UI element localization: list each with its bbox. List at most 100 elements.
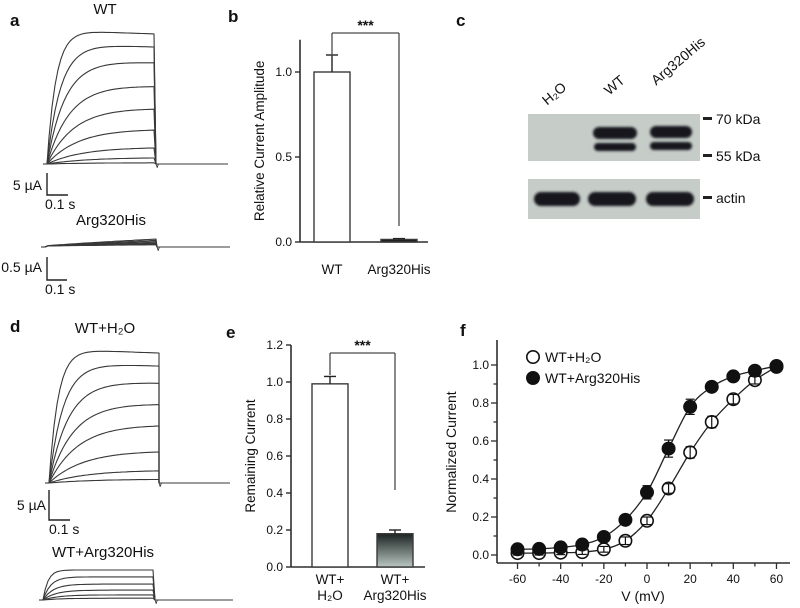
tick-label: -20 <box>595 572 613 586</box>
error-bar <box>599 545 609 553</box>
error-bar <box>577 541 587 549</box>
error-bar <box>664 483 674 494</box>
bar-0 <box>313 71 351 243</box>
error-bar <box>750 367 760 374</box>
panel-a-top-title: WT <box>93 1 117 18</box>
panel-a-scale1-amplitude: 5 µA <box>12 177 42 193</box>
error-bar <box>513 546 523 553</box>
panel-e-bar-chart: 0.0 0.2 0.4 0.6 0.8 1.0 1.2 Remaining Current **… <box>243 337 427 603</box>
panel-d-bottom-title: WT+Arg320His <box>51 544 155 561</box>
error-bar <box>685 398 695 415</box>
bar-1 <box>380 238 418 243</box>
blot-marker-70kda: 70 kDa <box>716 111 761 127</box>
panel-a-bottom-title: Arg320His <box>75 212 147 229</box>
panel-d-top-title: WT+H₂O <box>74 320 136 337</box>
tick-label: 60 <box>770 572 784 586</box>
error-bar <box>534 546 544 552</box>
current-trace <box>42 583 156 601</box>
panel-a-arg320his-traces <box>41 238 230 251</box>
panel-a-scalebar-2 <box>46 257 67 281</box>
error-bar <box>664 439 674 458</box>
panel-d-scale-amplitude: 5 µA <box>16 497 46 513</box>
legend-label: WT+H₂O <box>545 349 601 365</box>
protein-band <box>534 192 580 206</box>
protein-band <box>650 126 692 138</box>
panel-a-scale1-time: 0.1 s <box>45 196 76 212</box>
protein-band <box>646 192 694 206</box>
current-trace <box>46 86 157 165</box>
current-trace <box>46 129 157 165</box>
tick-label: -40 <box>552 572 570 586</box>
current-trace <box>48 364 160 484</box>
panel-e-letter: e <box>226 323 236 342</box>
tick-label: 0.5 <box>275 150 292 164</box>
tick-label: 0.8 <box>266 412 283 426</box>
error-bar <box>642 485 652 500</box>
current-trace <box>44 244 158 248</box>
current-trace <box>48 425 160 484</box>
current-trace <box>48 451 160 484</box>
panel-d-scale-time: 0.1 s <box>49 521 80 537</box>
marker-dash <box>703 196 712 199</box>
marker-dash <box>703 154 712 157</box>
error-bar <box>707 382 717 392</box>
category-label: H₂O <box>317 588 343 603</box>
error-bar <box>728 372 738 381</box>
significance-bracket <box>331 32 400 226</box>
current-trace <box>46 162 157 165</box>
error-bar <box>642 516 652 526</box>
data-point-filled <box>525 370 540 385</box>
error-bar <box>620 536 630 546</box>
tick-label: 0.0 <box>472 548 489 562</box>
current-trace <box>46 45 157 165</box>
panel-a-letter: a <box>10 11 20 30</box>
tick-label: 0 <box>644 572 651 586</box>
tick-label: 1.0 <box>266 375 283 389</box>
category-label: WT <box>322 262 343 277</box>
panel-a-wt-traces <box>43 31 228 168</box>
category-label: Arg320His <box>367 262 430 277</box>
tick-label: 0.2 <box>472 510 489 524</box>
current-trace <box>42 594 156 601</box>
tick-label: 0.0 <box>275 235 292 249</box>
blot-marker-55kda: 55 kDa <box>716 148 761 164</box>
error-bar <box>685 446 695 459</box>
panel-a-scale2-time: 0.1 s <box>45 281 76 297</box>
marker-dash <box>703 117 712 120</box>
bar-1 <box>376 533 414 568</box>
tick-label: 0.4 <box>472 472 489 486</box>
current-trace <box>46 147 157 165</box>
current-trace <box>42 597 156 601</box>
current-trace <box>48 382 160 484</box>
tick-label: 0.2 <box>266 523 283 537</box>
category-label: WT+ <box>381 572 410 587</box>
tick-label: 1.2 <box>266 338 283 352</box>
significance-bracket <box>329 352 396 490</box>
category-label: Arg320His <box>363 588 426 603</box>
current-trace <box>46 31 157 165</box>
tick-label: 0.4 <box>266 486 283 500</box>
error-bar <box>599 532 609 541</box>
data-point-open <box>525 349 540 364</box>
category-label: WT+ <box>316 572 345 587</box>
tick-label: 40 <box>727 572 741 586</box>
tick-label: 0.6 <box>266 449 283 463</box>
current-trace <box>48 350 160 484</box>
tick-label: 20 <box>683 572 697 586</box>
tick-label: 0.6 <box>472 434 489 448</box>
panel-d-wt-h2o-traces <box>45 350 230 487</box>
error-bar <box>771 363 781 369</box>
panel-d-letter: d <box>10 317 21 336</box>
significance-stars: *** <box>354 337 371 353</box>
legend-label: WT+Arg320His <box>545 370 640 386</box>
bar-0 <box>311 383 349 568</box>
panel-c-western-blot <box>528 114 712 219</box>
tick-label: 0.8 <box>472 396 489 410</box>
significance-stars: *** <box>357 17 374 33</box>
current-trace <box>46 62 157 165</box>
protein-band <box>593 127 637 139</box>
current-trace <box>42 589 156 601</box>
y-axis-label: Normalized Current <box>443 391 459 512</box>
